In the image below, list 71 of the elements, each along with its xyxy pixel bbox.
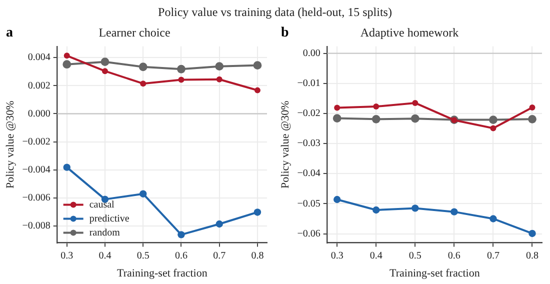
point bbox=[529, 104, 536, 110]
x-tick-label: 0.4 bbox=[370, 250, 382, 262]
point bbox=[373, 104, 380, 110]
x-axis-title: Training-set fraction bbox=[390, 267, 480, 280]
x-tick-label: 0.3 bbox=[330, 250, 344, 262]
point bbox=[140, 190, 147, 198]
x-tick-label: 0.3 bbox=[60, 250, 74, 262]
point bbox=[63, 164, 70, 171]
point bbox=[254, 208, 262, 216]
chart-title: Learner choice bbox=[98, 25, 170, 40]
x-tick-label: 0.7 bbox=[486, 250, 500, 262]
legend-label: random bbox=[89, 227, 120, 238]
x-axis-title: Training-set fraction bbox=[117, 267, 208, 280]
point bbox=[178, 231, 185, 238]
point bbox=[490, 125, 496, 132]
point bbox=[528, 114, 536, 124]
point bbox=[177, 64, 186, 74]
point bbox=[334, 104, 340, 111]
point bbox=[62, 60, 72, 69]
y-axis-title: Policy value @30% bbox=[279, 100, 292, 188]
y-tick-label: 0.004 bbox=[28, 52, 50, 64]
y-tick-label: −0.006 bbox=[22, 192, 50, 204]
x-tick-label: 0.5 bbox=[408, 250, 422, 262]
y-tick-label: −0.004 bbox=[22, 164, 50, 176]
y-tick-label: 0.00 bbox=[302, 48, 320, 59]
text: a bbox=[6, 26, 13, 41]
y-tick-label: −0.002 bbox=[22, 136, 50, 148]
x-tick-label: 0.6 bbox=[174, 250, 188, 262]
y-tick-label: −0.03 bbox=[297, 138, 320, 150]
point bbox=[490, 215, 497, 222]
point bbox=[253, 61, 262, 70]
y-tick-label: 0.000 bbox=[28, 108, 50, 120]
y-tick-label: 0.002 bbox=[28, 80, 50, 92]
x-tick-label: 0.5 bbox=[136, 250, 150, 262]
point bbox=[254, 87, 260, 94]
point bbox=[372, 114, 380, 124]
point bbox=[410, 114, 420, 123]
point bbox=[100, 58, 110, 66]
y-tick-label: −0.04 bbox=[297, 168, 320, 180]
x-tick-label: 0.6 bbox=[448, 250, 460, 262]
y-axis-title: Policy value @30% bbox=[4, 100, 16, 188]
point bbox=[489, 116, 498, 124]
legend-label: predictive bbox=[89, 213, 130, 224]
text: Policy value vs training data (held-out, 15 splits) bbox=[158, 5, 392, 19]
point bbox=[215, 62, 224, 71]
y-tick-label: −0.008 bbox=[22, 220, 50, 232]
x-tick-label: 0.7 bbox=[213, 250, 226, 262]
point bbox=[528, 230, 536, 238]
text: b bbox=[281, 26, 289, 41]
point bbox=[216, 76, 222, 82]
point bbox=[216, 220, 223, 228]
y-tick-label: −0.02 bbox=[297, 108, 320, 120]
legend-label: causal bbox=[89, 199, 115, 210]
y-tick-label: −0.05 bbox=[297, 198, 320, 210]
point bbox=[372, 206, 380, 214]
point bbox=[450, 208, 458, 216]
x-tick-label: 0.8 bbox=[526, 250, 538, 262]
point bbox=[138, 62, 148, 72]
point bbox=[178, 76, 184, 83]
point bbox=[102, 68, 108, 74]
y-tick-label: −0.01 bbox=[297, 78, 320, 90]
y-tick-label: −0.06 bbox=[297, 228, 320, 240]
point bbox=[64, 52, 70, 59]
chart-title: Adaptive homework bbox=[360, 25, 459, 40]
point bbox=[333, 196, 341, 204]
point bbox=[140, 80, 146, 87]
point bbox=[412, 204, 419, 212]
point bbox=[412, 100, 418, 106]
point bbox=[332, 114, 342, 122]
x-tick-label: 0.4 bbox=[98, 250, 112, 262]
x-tick-label: 0.8 bbox=[251, 250, 264, 262]
